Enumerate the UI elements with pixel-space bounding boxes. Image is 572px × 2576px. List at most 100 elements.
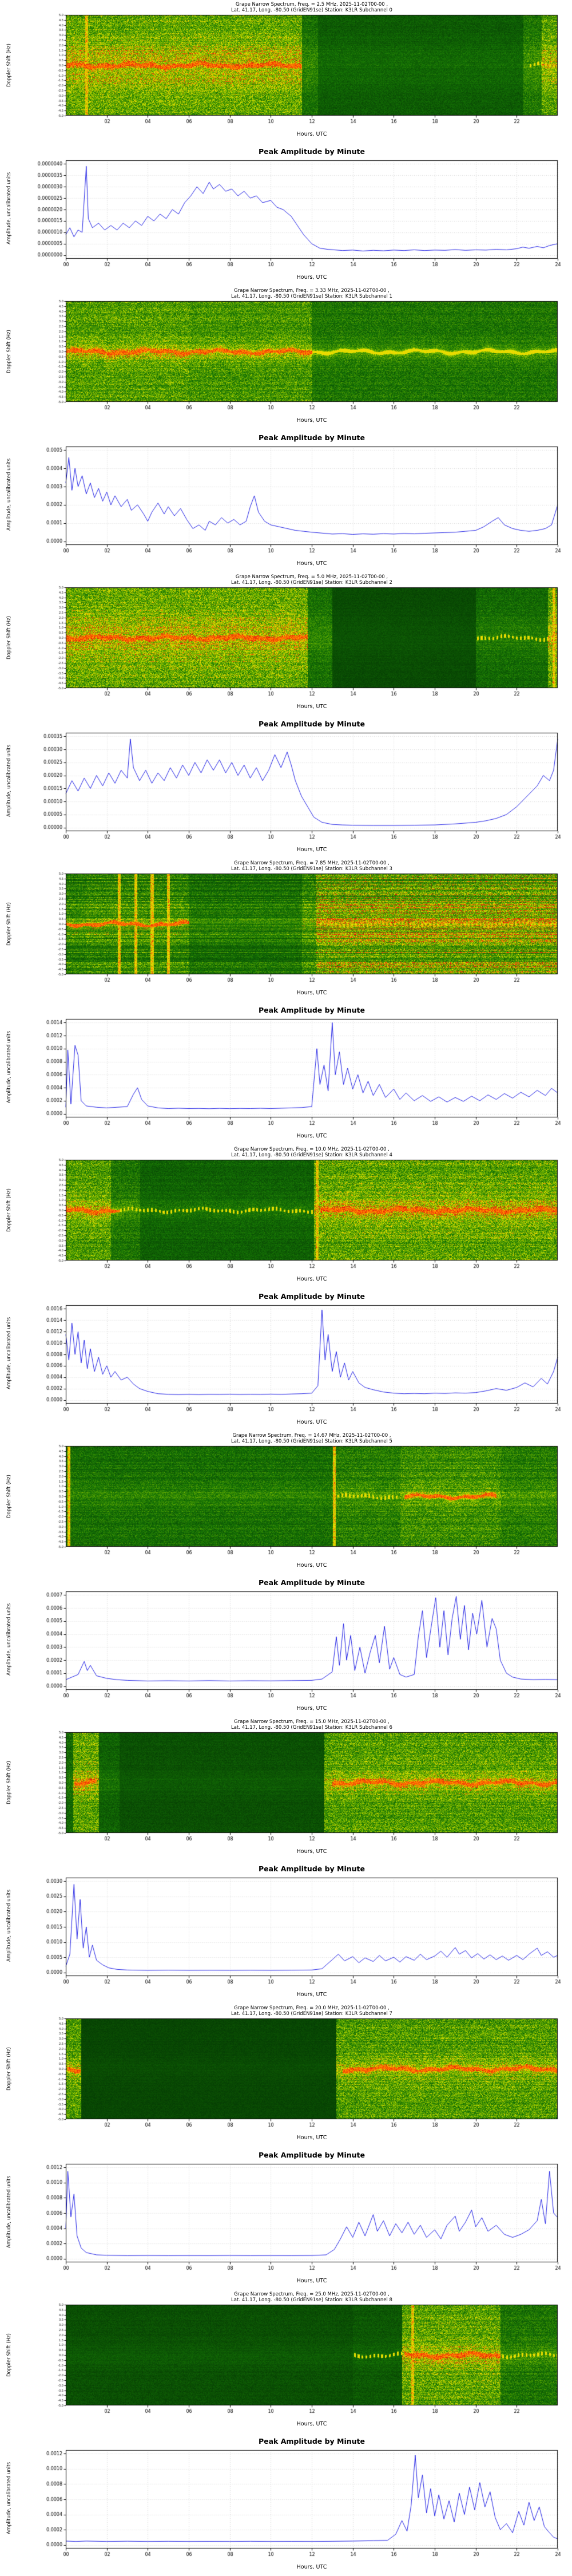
amplitude-block-3: Peak Amplitude by Minute Amplitude, uncal… — [0, 1002, 572, 1145]
chart-title-line2: Lat. 41.17, Long. -80.50 (GridEN91se) St… — [231, 294, 392, 299]
y-axis-label: Amplitude, uncalibrated units — [6, 1317, 12, 1389]
amplitude-block-8: Peak Amplitude by Minute Amplitude, uncal… — [0, 2433, 572, 2576]
y-axis-label: Doppler Shift (Hz) — [6, 902, 12, 946]
chart-title-line1: Grape Narrow Spectrum, Freq. = 15.0 MHz,… — [234, 1719, 390, 1725]
y-axis-label: Doppler Shift (Hz) — [6, 1761, 12, 1804]
chart-title: Peak Amplitude by Minute — [258, 1864, 366, 1873]
y-axis-label: Amplitude, uncalibrated units — [6, 2462, 12, 2534]
y-axis-label: Doppler Shift (Hz) — [6, 1475, 12, 1518]
x-axis-label: Hours, UTC — [296, 560, 327, 567]
spectrogram-block-subchannel-4: Grape Narrow Spectrum, Freq. = 10.0 MHz,… — [0, 1145, 572, 1288]
spectrogram-block-subchannel-8: Grape Narrow Spectrum, Freq. = 25.0 MHz,… — [0, 2290, 572, 2433]
amplitude-block-7: Peak Amplitude by Minute Amplitude, uncal… — [0, 2147, 572, 2290]
y-axis-label: Doppler Shift (Hz) — [6, 2333, 12, 2377]
x-axis-label: Hours, UTC — [296, 2564, 327, 2570]
x-axis-label: Hours, UTC — [296, 1133, 327, 1139]
spectrogram-block-subchannel-3: Grape Narrow Spectrum, Freq. = 7.85 MHz,… — [0, 859, 572, 1002]
amplitude-block-4: Peak Amplitude by Minute Amplitude, uncal… — [0, 1288, 572, 1431]
x-axis-label: Hours, UTC — [296, 1992, 327, 1998]
spectrogram-canvas — [0, 286, 572, 429]
amplitude-line-canvas — [0, 1288, 572, 1431]
x-axis-label: Hours, UTC — [296, 847, 327, 853]
amplitude-block-6: Peak Amplitude by Minute Amplitude, uncal… — [0, 1860, 572, 2004]
chart-title-line2: Lat. 41.17, Long. -80.50 (GridEN91se) St… — [231, 866, 392, 872]
x-axis-label: Hours, UTC — [296, 2278, 327, 2284]
y-axis-label: Doppler Shift (Hz) — [6, 616, 12, 659]
x-axis-label: Hours, UTC — [296, 1705, 327, 1712]
x-axis-label: Hours, UTC — [296, 1419, 327, 1425]
amplitude-line-canvas — [0, 1860, 572, 2004]
x-axis-label: Hours, UTC — [296, 990, 327, 996]
x-axis-label: Hours, UTC — [296, 704, 327, 710]
x-axis-label: Hours, UTC — [296, 2135, 327, 2141]
y-axis-label: Doppler Shift (Hz) — [6, 44, 12, 87]
amplitude-block-2: Peak Amplitude by Minute Amplitude, uncal… — [0, 716, 572, 859]
spectrogram-block-subchannel-1: Grape Narrow Spectrum, Freq. = 3.33 MHz,… — [0, 286, 572, 429]
spectrogram-block-subchannel-6: Grape Narrow Spectrum, Freq. = 15.0 MHz,… — [0, 1717, 572, 1860]
amplitude-line-canvas — [0, 716, 572, 859]
chart-title-line2: Lat. 41.17, Long. -80.50 (GridEN91se) St… — [231, 1725, 392, 1730]
amplitude-block-0: Peak Amplitude by Minute Amplitude, uncal… — [0, 143, 572, 286]
spectrogram-canvas — [0, 572, 572, 716]
chart-title: Peak Amplitude by Minute — [258, 2437, 366, 2445]
spectrogram-canvas — [0, 1431, 572, 1574]
spectrogram-canvas — [0, 2004, 572, 2147]
spectrogram-block-subchannel-5: Grape Narrow Spectrum, Freq. = 14.67 MHz… — [0, 1431, 572, 1574]
chart-title-line2: Lat. 41.17, Long. -80.50 (GridEN91se) St… — [231, 1439, 392, 1444]
chart-title: Peak Amplitude by Minute — [258, 2151, 366, 2159]
x-axis-label: Hours, UTC — [296, 274, 327, 280]
x-axis-label: Hours, UTC — [296, 417, 327, 424]
chart-title-line2: Lat. 41.17, Long. -80.50 (GridEN91se) St… — [231, 580, 392, 586]
chart-title: Peak Amplitude by Minute — [258, 433, 366, 442]
y-axis-label: Amplitude, uncalibrated units — [6, 172, 12, 244]
spectrogram-canvas — [0, 0, 572, 143]
amplitude-line-canvas — [0, 1002, 572, 1145]
amplitude-line-canvas — [0, 1574, 572, 1717]
chart-title-line2: Lat. 41.17, Long. -80.50 (GridEN91se) St… — [231, 7, 392, 13]
y-axis-label: Amplitude, uncalibrated units — [6, 1603, 12, 1676]
chart-title: Peak Amplitude by Minute — [258, 720, 366, 728]
amplitude-line-canvas — [0, 429, 572, 572]
spectrogram-block-subchannel-7: Grape Narrow Spectrum, Freq. = 20.0 MHz,… — [0, 2004, 572, 2147]
x-axis-label: Hours, UTC — [296, 1276, 327, 1282]
chart-title-line1: Grape Narrow Spectrum, Freq. = 3.33 MHz,… — [234, 288, 390, 294]
spectrogram-canvas — [0, 1717, 572, 1860]
chart-title-line2: Lat. 41.17, Long. -80.50 (GridEN91se) St… — [231, 2297, 392, 2303]
amplitude-block-5: Peak Amplitude by Minute Amplitude, uncal… — [0, 1574, 572, 1717]
y-axis-label: Amplitude, uncalibrated units — [6, 459, 12, 531]
amplitude-line-canvas — [0, 143, 572, 286]
amplitude-block-1: Peak Amplitude by Minute Amplitude, uncal… — [0, 429, 572, 572]
y-axis-label: Amplitude, uncalibrated units — [6, 2176, 12, 2248]
chart-title-line1: Grape Narrow Spectrum, Freq. = 7.85 MHz,… — [234, 860, 390, 866]
x-axis-label: Hours, UTC — [296, 2421, 327, 2427]
chart-title: Peak Amplitude by Minute — [258, 1292, 366, 1301]
y-axis-label: Doppler Shift (Hz) — [6, 330, 12, 373]
x-axis-label: Hours, UTC — [296, 131, 327, 137]
chart-title-line1: Grape Narrow Spectrum, Freq. = 14.67 MHz… — [232, 1433, 391, 1439]
amplitude-line-canvas — [0, 2433, 572, 2576]
chart-title-line1: Grape Narrow Spectrum, Freq. = 2.5 MHz, … — [235, 2, 388, 7]
spectrogram-block-subchannel-2: Grape Narrow Spectrum, Freq. = 5.0 MHz, … — [0, 572, 572, 716]
chart-title: Peak Amplitude by Minute — [258, 1578, 366, 1587]
chart-title-line1: Grape Narrow Spectrum, Freq. = 20.0 MHz,… — [234, 2005, 390, 2011]
chart-title: Peak Amplitude by Minute — [258, 147, 366, 156]
chart-title-line1: Grape Narrow Spectrum, Freq. = 25.0 MHz,… — [234, 2291, 390, 2297]
x-axis-label: Hours, UTC — [296, 1562, 327, 1568]
spectrogram-canvas — [0, 2290, 572, 2433]
chart-title-line2: Lat. 41.17, Long. -80.50 (GridEN91se) St… — [231, 2011, 392, 2017]
chart-title-line2: Lat. 41.17, Long. -80.50 (GridEN91se) St… — [231, 1152, 392, 1158]
y-axis-label: Doppler Shift (Hz) — [6, 1188, 12, 1232]
x-axis-label: Hours, UTC — [296, 1848, 327, 1855]
chart-title: Peak Amplitude by Minute — [258, 1006, 366, 1014]
y-axis-label: Amplitude, uncalibrated units — [6, 1031, 12, 1103]
y-axis-label: Doppler Shift (Hz) — [6, 2047, 12, 2091]
spectrogram-block-subchannel-0: Grape Narrow Spectrum, Freq. = 2.5 MHz, … — [0, 0, 572, 143]
amplitude-line-canvas — [0, 2147, 572, 2290]
spectrogram-canvas — [0, 859, 572, 1002]
chart-title-line1: Grape Narrow Spectrum, Freq. = 10.0 MHz,… — [234, 1147, 390, 1152]
y-axis-label: Amplitude, uncalibrated units — [6, 1890, 12, 1962]
y-axis-label: Amplitude, uncalibrated units — [6, 745, 12, 817]
spectrogram-canvas — [0, 1145, 572, 1288]
chart-title-line1: Grape Narrow Spectrum, Freq. = 5.0 MHz, … — [235, 574, 388, 580]
